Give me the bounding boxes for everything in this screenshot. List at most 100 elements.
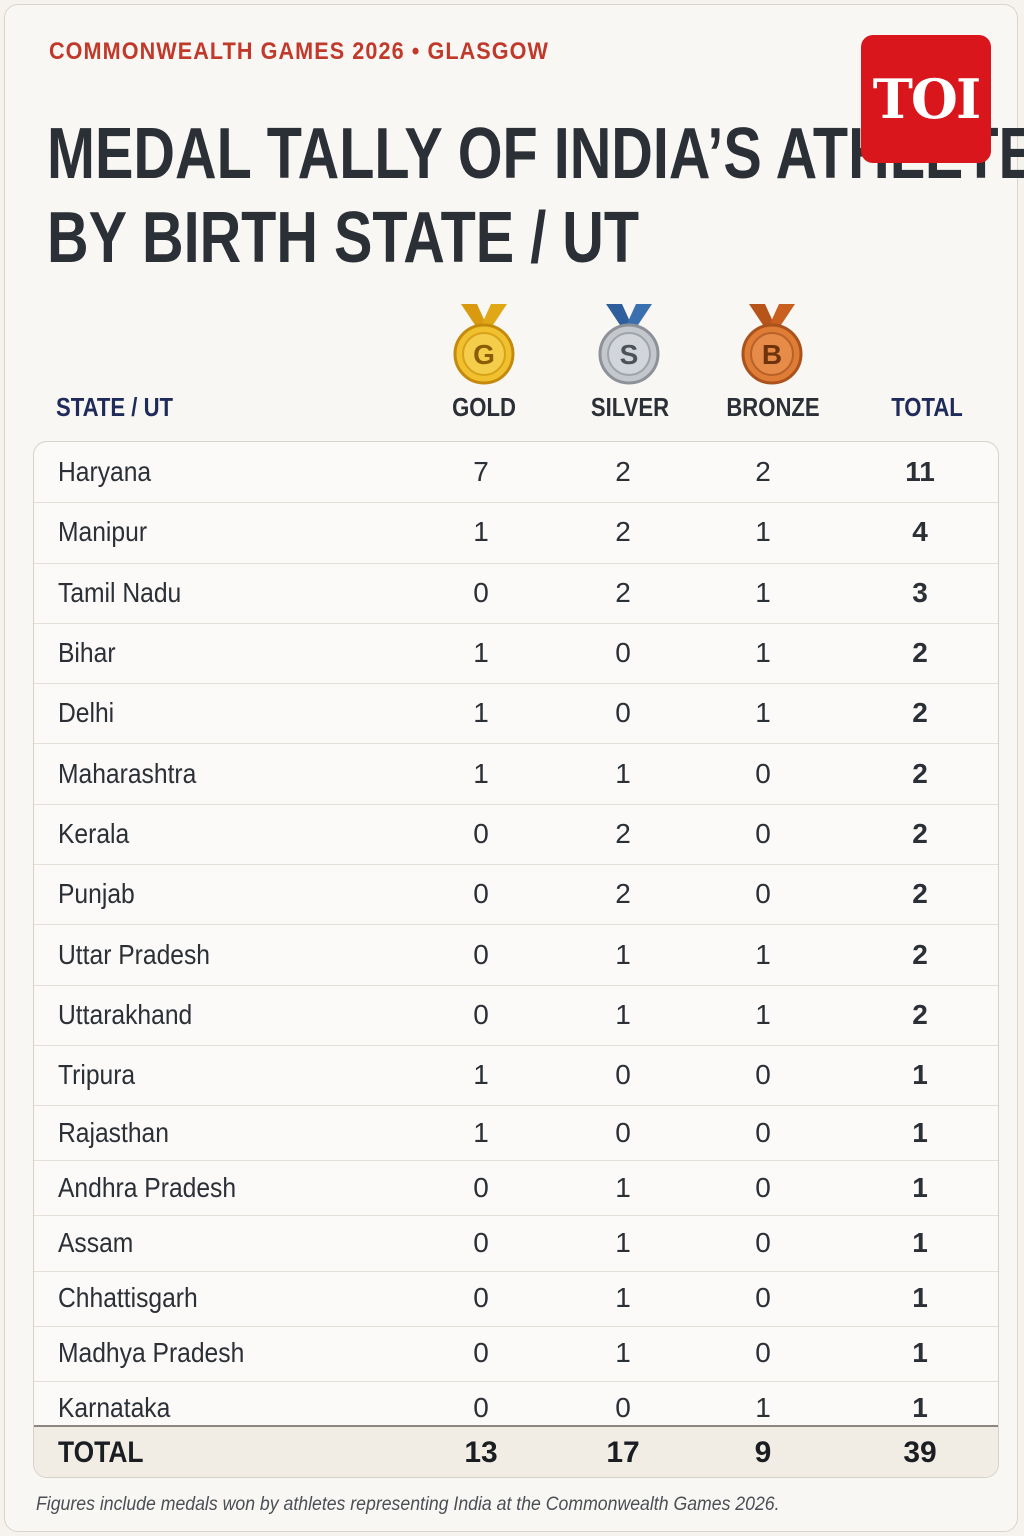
column-header-bronze: BRONZE bbox=[726, 392, 820, 422]
silver-count: 1 bbox=[615, 1337, 631, 1369]
state-name: Tripura bbox=[58, 1059, 136, 1091]
silver-count: 1 bbox=[615, 757, 631, 789]
column-header-gold: GOLD bbox=[452, 392, 516, 422]
gold-count: 0 bbox=[473, 998, 489, 1030]
total-silver: 17 bbox=[606, 1436, 640, 1469]
gold-count: 0 bbox=[473, 878, 489, 910]
bronze-count: 1 bbox=[755, 938, 771, 970]
bronze-count: 0 bbox=[755, 1171, 771, 1203]
table-row: Uttarakhand 0 1 1 2 bbox=[34, 985, 998, 1046]
silver-count: 2 bbox=[615, 456, 631, 488]
gold-count: 1 bbox=[473, 757, 489, 789]
bronze-count: 0 bbox=[755, 1282, 771, 1314]
bronze-count: 1 bbox=[755, 1392, 771, 1424]
state-name: Uttar Pradesh bbox=[58, 938, 211, 970]
silver-medal-icon: S bbox=[598, 304, 660, 385]
total-count: 2 bbox=[912, 697, 928, 729]
total-count: 1 bbox=[912, 1227, 928, 1259]
total-count: 2 bbox=[912, 878, 928, 910]
state-name: Tamil Nadu bbox=[58, 576, 182, 608]
gold-count: 0 bbox=[473, 1282, 489, 1314]
silver-count: 1 bbox=[615, 998, 631, 1030]
toi-logo: TOI bbox=[861, 35, 991, 163]
silver-count: 1 bbox=[615, 1282, 631, 1314]
bronze-count: 0 bbox=[755, 1116, 771, 1148]
bronze-count: 0 bbox=[755, 1227, 771, 1259]
state-name: Maharashtra bbox=[58, 757, 197, 789]
silver-count: 1 bbox=[615, 938, 631, 970]
title-line-2: BY BIRTH STATE / UT bbox=[47, 198, 640, 278]
state-name: Andhra Pradesh bbox=[58, 1171, 237, 1203]
silver-count: 0 bbox=[615, 637, 631, 669]
silver-count: 2 bbox=[615, 817, 631, 849]
state-name: Chhattisgarh bbox=[58, 1282, 198, 1314]
silver-count: 0 bbox=[615, 1116, 631, 1148]
gold-count: 1 bbox=[473, 1116, 489, 1148]
state-name: Madhya Pradesh bbox=[58, 1337, 245, 1369]
column-header-total: TOTAL bbox=[891, 392, 963, 422]
total-count: 11 bbox=[905, 456, 935, 488]
bronze-count: 0 bbox=[755, 1059, 771, 1091]
state-name: Kerala bbox=[58, 817, 130, 849]
page-title: MEDAL TALLY OF INDIA’S ATHLETES BY BIRTH… bbox=[47, 112, 1024, 280]
gold-medal-inner bbox=[462, 332, 506, 376]
bronze-count: 1 bbox=[755, 516, 771, 548]
gold-count: 0 bbox=[473, 576, 489, 608]
column-header-silver: SILVER bbox=[590, 392, 670, 422]
gold-count: 0 bbox=[473, 817, 489, 849]
table-row: Bihar 1 0 1 2 bbox=[34, 623, 998, 685]
state-name: Delhi bbox=[58, 697, 115, 729]
total-row: TOTAL 13 17 9 39 bbox=[34, 1425, 998, 1477]
gold-count: 0 bbox=[473, 1392, 489, 1424]
total-total: 39 bbox=[903, 1436, 937, 1469]
total-count: 2 bbox=[912, 637, 928, 669]
total-count: 4 bbox=[912, 516, 928, 548]
gold-count: 0 bbox=[473, 1337, 489, 1369]
silver-count: 0 bbox=[615, 697, 631, 729]
bronze-count: 1 bbox=[755, 576, 771, 608]
total-count: 1 bbox=[912, 1059, 928, 1091]
bronze-medal-inner bbox=[750, 332, 794, 376]
bronze-medal-letter: B bbox=[762, 339, 782, 370]
medal-table: Karnataka 0 0 1 1 Madhya Pradesh 0 1 0 1 Chhattisg… bbox=[33, 441, 999, 1478]
gold-count: 0 bbox=[473, 1171, 489, 1203]
silver-count: 2 bbox=[615, 576, 631, 608]
silver-medal-letter: S bbox=[620, 339, 639, 370]
state-name: Manipur bbox=[58, 516, 148, 548]
table-row: Rajasthan 1 0 0 1 bbox=[34, 1105, 998, 1162]
bronze-count: 1 bbox=[755, 697, 771, 729]
column-header-state: STATE / UT bbox=[56, 392, 174, 422]
table-row: Assam 0 1 0 1 bbox=[34, 1216, 998, 1272]
table-row: Kerala 0 2 0 2 bbox=[34, 804, 998, 866]
bronze-count: 0 bbox=[755, 1337, 771, 1369]
total-gold: 13 bbox=[464, 1436, 498, 1469]
silver-count: 2 bbox=[615, 516, 631, 548]
bronze-count: 0 bbox=[755, 757, 771, 789]
table-row: Punjab 0 2 0 2 bbox=[34, 864, 998, 926]
table-row: Tripura 1 0 0 1 bbox=[34, 1045, 998, 1107]
state-name: Rajasthan bbox=[58, 1116, 169, 1148]
gold-count: 0 bbox=[473, 938, 489, 970]
total-count: 1 bbox=[912, 1116, 928, 1148]
table-row: Tamil Nadu 0 2 1 3 bbox=[34, 563, 998, 624]
silver-medal-inner bbox=[607, 332, 651, 376]
gold-count: 1 bbox=[473, 1059, 489, 1091]
state-name: Uttarakhand bbox=[58, 998, 193, 1030]
table-row: Andhra Pradesh 0 1 0 1 bbox=[34, 1160, 998, 1217]
event-kicker: COMMONWEALTH GAMES 2026 • GLASGOW bbox=[49, 38, 550, 65]
bronze-count: 2 bbox=[755, 456, 771, 488]
total-bronze: 9 bbox=[754, 1436, 772, 1469]
gold-count: 0 bbox=[473, 1227, 489, 1259]
table-row: Haryana 7 2 2 11 bbox=[34, 442, 998, 504]
total-count: 2 bbox=[912, 817, 928, 849]
silver-count: 2 bbox=[615, 878, 631, 910]
table-row: Karnataka 0 0 1 1 bbox=[34, 1381, 998, 1436]
state-name: Haryana bbox=[58, 456, 152, 488]
gold-count: 1 bbox=[473, 516, 489, 548]
silver-count: 0 bbox=[615, 1059, 631, 1091]
total-count: 1 bbox=[912, 1282, 928, 1314]
state-name: Karnataka bbox=[58, 1392, 171, 1424]
total-count: 1 bbox=[912, 1392, 928, 1424]
title-line-1: MEDAL TALLY OF INDIA’S ATHLETES bbox=[47, 114, 1024, 194]
bronze-count: 0 bbox=[755, 878, 771, 910]
